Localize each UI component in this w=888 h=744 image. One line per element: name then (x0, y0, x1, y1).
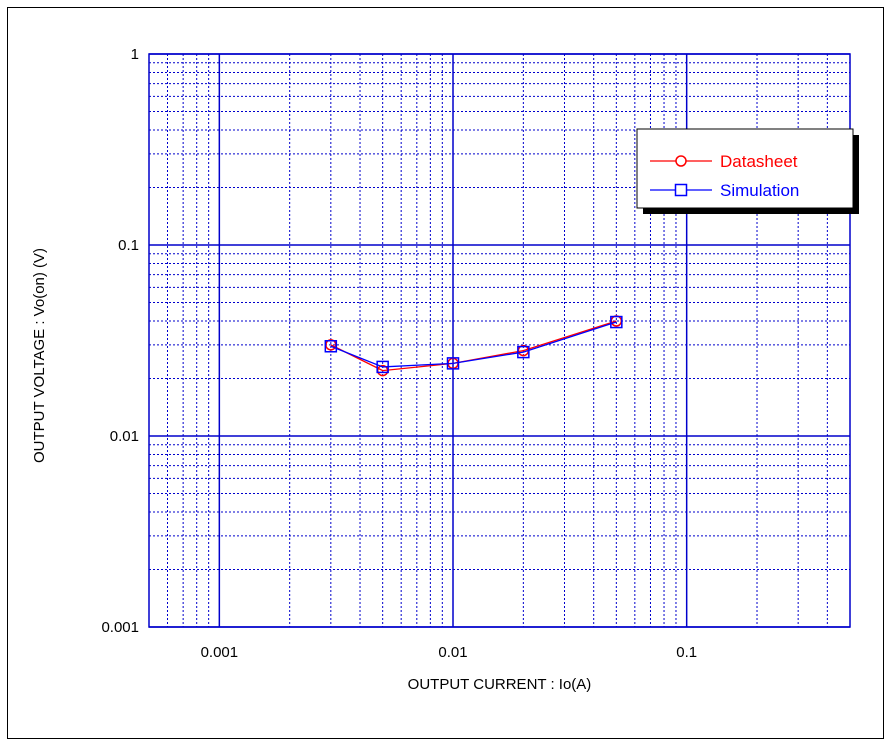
x-tick-label: 0.001 (201, 644, 239, 661)
y-tick-label: 0.1 (118, 237, 139, 254)
legend-label: Datasheet (720, 152, 798, 171)
legend-entries: Datasheet Simulation (650, 152, 799, 200)
legend: Datasheet Simulation (636, 128, 859, 214)
x-tick-label: 0.1 (676, 644, 697, 661)
series-line (330, 321, 617, 368)
data-point (517, 345, 530, 359)
y-tick-label: 0.01 (110, 428, 139, 445)
x-axis-label: OUTPUT CURRENT : Io(A) (408, 676, 592, 693)
y-tick-label: 0.001 (101, 619, 139, 636)
data-point (324, 340, 338, 353)
legend-item-simulation: Simulation (650, 181, 799, 200)
plot-frame (148, 53, 851, 628)
x-tick-labels: 0.001 0.01 0.1 (201, 644, 698, 661)
data-point (610, 315, 623, 329)
series-layer (324, 315, 623, 377)
y-tick-labels: 0.001 0.01 0.1 1 (101, 46, 139, 636)
legend-label: Simulation (720, 181, 799, 200)
data-point (376, 360, 389, 374)
legend-box (636, 128, 854, 209)
series-datasheet (325, 315, 623, 377)
chart-figure: 0.001 0.01 0.1 0.001 0.01 0.1 1 OUTPUT CURREN… (7, 7, 884, 739)
legend-marker (674, 183, 688, 197)
y-tick-label: 1 (131, 46, 139, 63)
legend-marker (675, 155, 687, 167)
minor-grid (148, 54, 851, 627)
data-point (446, 357, 460, 370)
legend-item-datasheet: Datasheet (650, 152, 798, 171)
series-simulation (324, 315, 623, 374)
chart-svg: 0.001 0.01 0.1 0.001 0.01 0.1 1 OUTPUT CURREN… (31, 46, 859, 693)
y-axis-label: OUTPUT VOLTAGE : Vo(on) (V) (31, 248, 48, 463)
x-tick-label: 0.01 (438, 644, 467, 661)
